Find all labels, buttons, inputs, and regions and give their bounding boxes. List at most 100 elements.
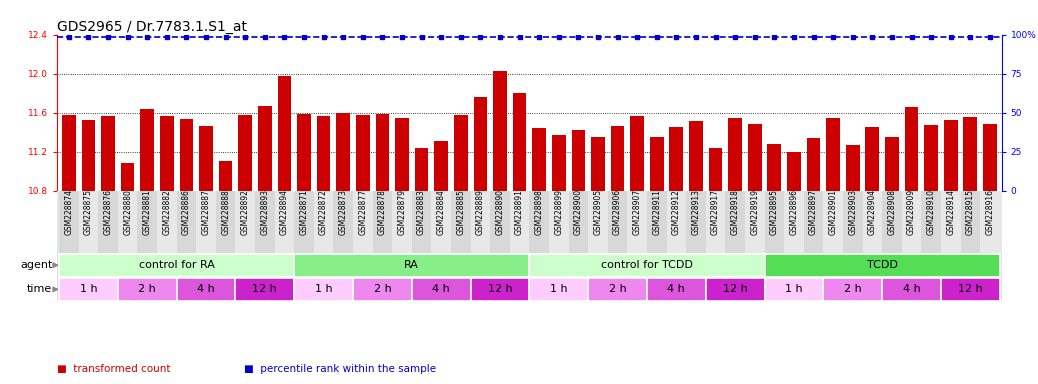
Bar bbox=[726, 191, 745, 253]
Bar bbox=[627, 191, 647, 253]
Bar bbox=[317, 116, 330, 191]
Bar bbox=[784, 191, 803, 253]
Bar bbox=[960, 191, 980, 253]
Bar bbox=[333, 191, 353, 253]
Bar bbox=[940, 191, 960, 253]
Text: 1 h: 1 h bbox=[80, 285, 98, 295]
Bar bbox=[807, 138, 820, 191]
Bar bbox=[236, 278, 294, 301]
Bar bbox=[59, 254, 294, 277]
Bar bbox=[239, 114, 252, 191]
Bar bbox=[513, 93, 526, 191]
Text: 4 h: 4 h bbox=[667, 285, 685, 295]
Bar bbox=[294, 278, 353, 301]
Bar bbox=[882, 191, 902, 253]
Bar bbox=[199, 126, 213, 191]
Bar bbox=[748, 124, 762, 191]
Text: ■  percentile rank within the sample: ■ percentile rank within the sample bbox=[244, 364, 436, 374]
Bar bbox=[963, 116, 977, 191]
Bar bbox=[313, 191, 333, 253]
Bar bbox=[745, 191, 765, 253]
Bar bbox=[157, 191, 176, 253]
Bar bbox=[686, 191, 706, 253]
Text: time: time bbox=[27, 285, 52, 295]
Bar bbox=[176, 191, 196, 253]
Bar bbox=[118, 191, 137, 253]
Bar bbox=[983, 124, 996, 191]
Bar bbox=[373, 191, 392, 253]
Bar bbox=[940, 278, 1000, 301]
Text: 4 h: 4 h bbox=[432, 285, 450, 295]
Bar bbox=[79, 191, 99, 253]
Bar bbox=[219, 161, 233, 191]
Bar bbox=[258, 106, 272, 191]
Bar bbox=[572, 130, 585, 191]
Bar bbox=[450, 191, 470, 253]
Bar bbox=[294, 254, 529, 277]
Bar bbox=[236, 191, 255, 253]
Bar bbox=[336, 113, 350, 191]
Bar bbox=[454, 114, 468, 191]
Bar bbox=[137, 191, 157, 253]
Bar bbox=[297, 114, 310, 191]
Bar bbox=[412, 191, 432, 253]
Bar bbox=[294, 191, 313, 253]
Bar bbox=[863, 191, 882, 253]
Bar bbox=[765, 254, 1000, 277]
Bar bbox=[470, 191, 490, 253]
Bar bbox=[160, 116, 173, 191]
Bar bbox=[356, 114, 370, 191]
Bar bbox=[944, 121, 958, 191]
Text: 2 h: 2 h bbox=[608, 285, 627, 295]
Text: 12 h: 12 h bbox=[722, 285, 747, 295]
Text: 1 h: 1 h bbox=[550, 285, 568, 295]
Text: 1 h: 1 h bbox=[785, 285, 802, 295]
Bar bbox=[180, 119, 193, 191]
Text: agent: agent bbox=[20, 260, 52, 270]
Bar bbox=[823, 278, 882, 301]
Text: 2 h: 2 h bbox=[844, 285, 862, 295]
Bar bbox=[589, 278, 647, 301]
Bar bbox=[140, 109, 154, 191]
Text: 1 h: 1 h bbox=[315, 285, 332, 295]
Bar bbox=[353, 191, 373, 253]
Bar bbox=[647, 191, 666, 253]
Bar bbox=[980, 191, 1000, 253]
Bar bbox=[670, 127, 683, 191]
Bar bbox=[843, 191, 863, 253]
Text: 12 h: 12 h bbox=[488, 285, 513, 295]
Bar bbox=[490, 191, 510, 253]
Bar bbox=[216, 191, 236, 253]
Bar bbox=[589, 191, 608, 253]
Bar bbox=[493, 71, 507, 191]
Bar bbox=[610, 126, 625, 191]
Bar bbox=[902, 191, 922, 253]
Bar bbox=[803, 191, 823, 253]
Bar bbox=[255, 191, 275, 253]
Bar bbox=[924, 125, 938, 191]
Bar bbox=[706, 278, 765, 301]
Bar bbox=[99, 191, 118, 253]
Bar bbox=[59, 278, 118, 301]
Bar bbox=[353, 278, 412, 301]
Bar bbox=[922, 191, 940, 253]
Bar bbox=[709, 148, 722, 191]
Bar bbox=[882, 278, 940, 301]
Bar bbox=[470, 278, 529, 301]
Text: 2 h: 2 h bbox=[138, 285, 156, 295]
Bar bbox=[376, 114, 389, 191]
Bar bbox=[905, 107, 919, 191]
Bar bbox=[529, 254, 765, 277]
Bar bbox=[434, 141, 448, 191]
Bar bbox=[608, 191, 627, 253]
Text: TCDD: TCDD bbox=[867, 260, 898, 270]
Bar bbox=[826, 118, 840, 191]
Bar bbox=[176, 278, 236, 301]
Bar bbox=[118, 278, 176, 301]
Bar bbox=[866, 127, 879, 191]
Bar bbox=[59, 191, 79, 253]
Bar bbox=[765, 278, 823, 301]
Bar bbox=[552, 135, 566, 191]
Bar bbox=[415, 148, 429, 191]
Bar bbox=[846, 145, 859, 191]
